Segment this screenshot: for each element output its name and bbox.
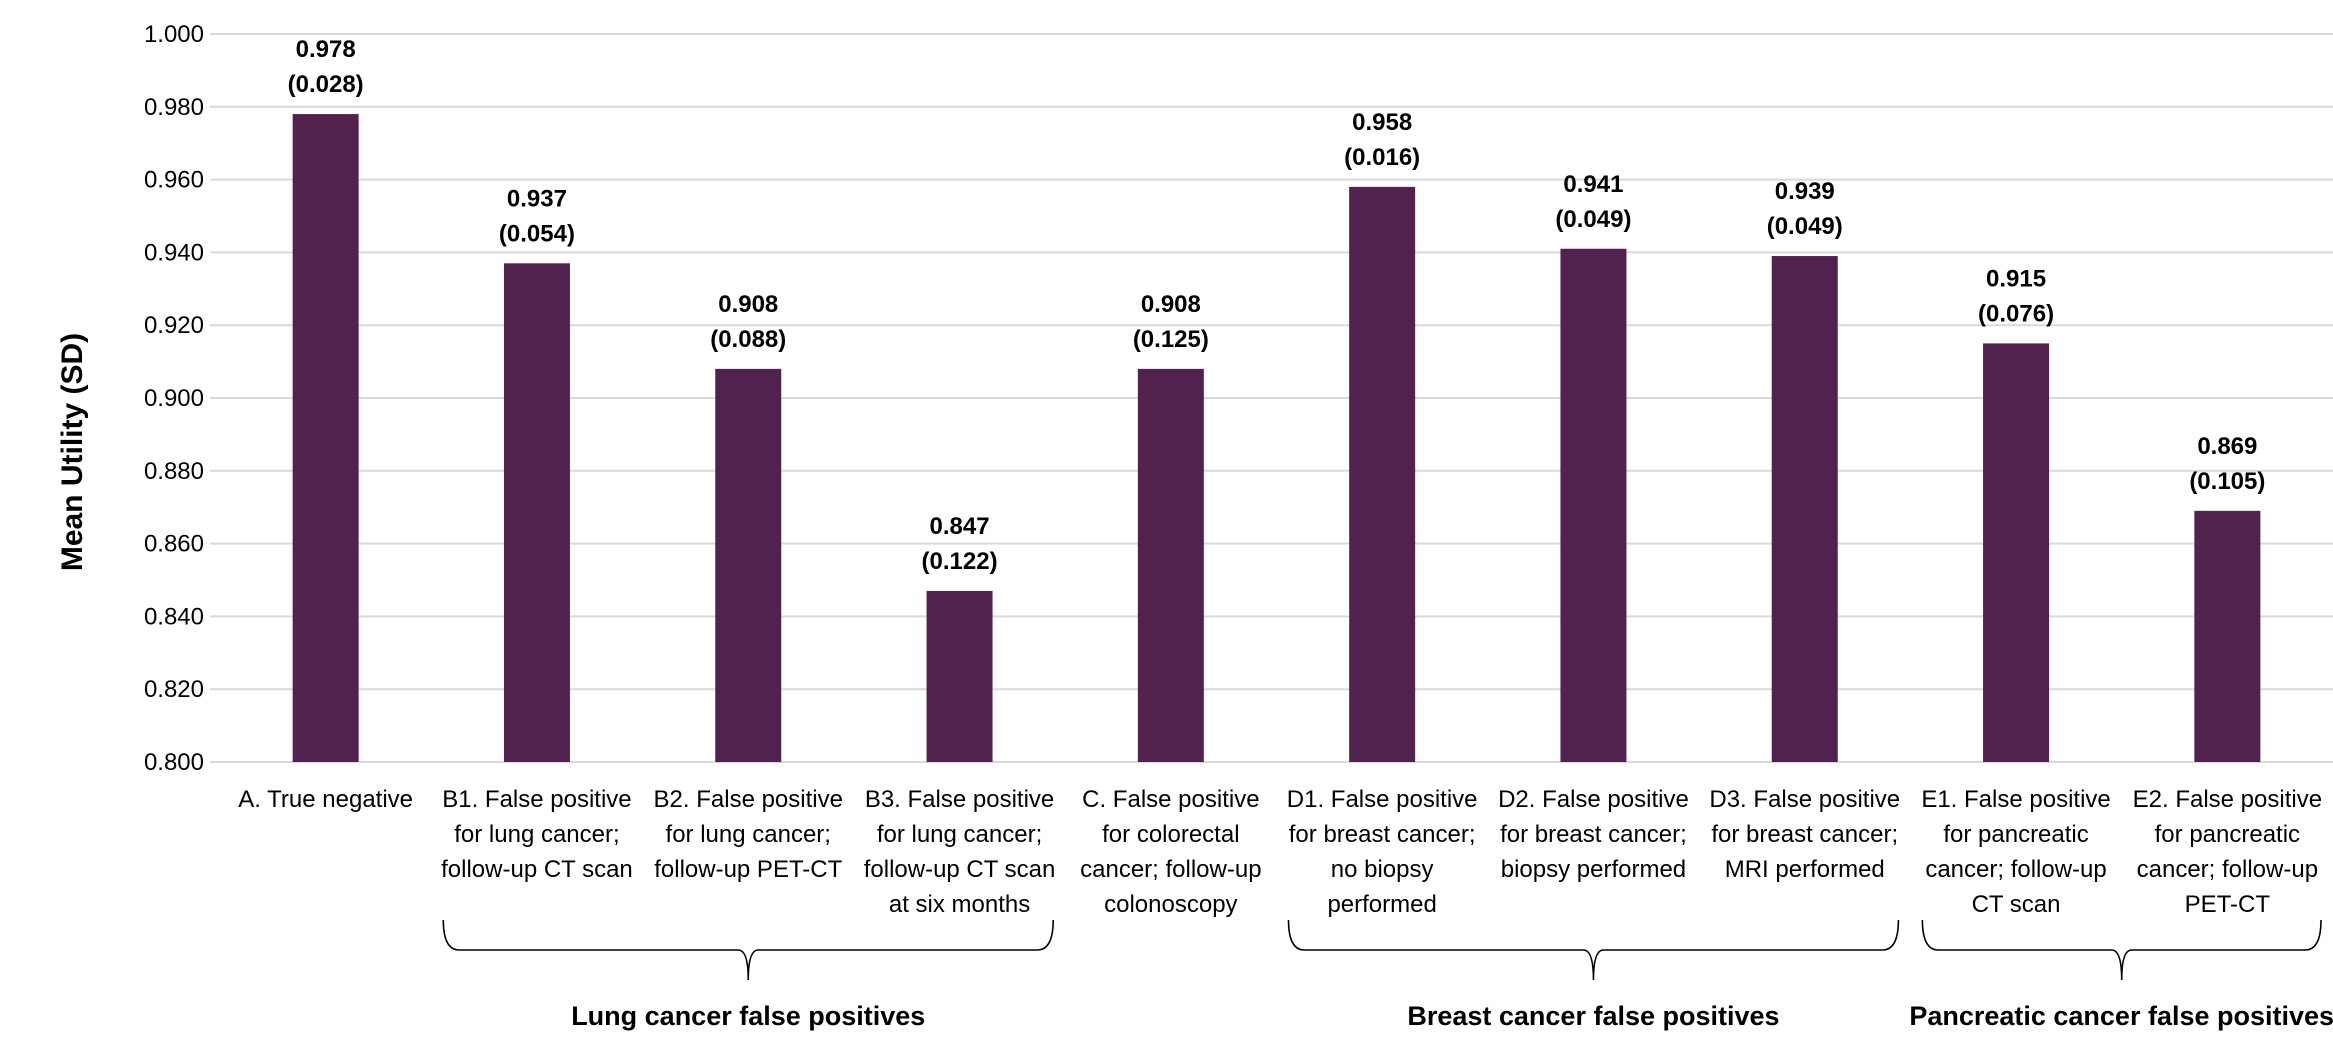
data-label-sd: (0.076) bbox=[1978, 300, 2054, 327]
category-label: E2. False positive bbox=[2133, 786, 2322, 813]
bar bbox=[292, 114, 359, 762]
data-label-value: 0.937 bbox=[507, 185, 567, 212]
category-label: for pancreatic bbox=[1943, 821, 2088, 848]
category-labels: A. True negative B1. False positive for lu… bbox=[238, 786, 2322, 918]
category-label: A. True negative bbox=[238, 786, 413, 813]
data-label-sd: (0.028) bbox=[288, 71, 364, 98]
category-label: for pancreatic bbox=[2155, 821, 2300, 848]
category-label: cancer; follow-up bbox=[2137, 856, 2318, 883]
category-label: for breast cancer; bbox=[1711, 821, 1898, 848]
y-axis-ticks: 0.800 0.820 0.840 0.860 0.880 0.900 0.920 0.940… bbox=[144, 21, 204, 776]
bar bbox=[1137, 368, 1204, 762]
category-label: D1. False positive bbox=[1287, 786, 1478, 813]
category-label: D3. False positive bbox=[1709, 786, 1900, 813]
category-label: D2. False positive bbox=[1498, 786, 1689, 813]
data-label-value: 0.915 bbox=[1986, 265, 2046, 292]
category-label: B2. False positive bbox=[654, 786, 843, 813]
data-label-sd: (0.054) bbox=[499, 220, 575, 247]
category-label: for lung cancer; bbox=[666, 821, 831, 848]
data-label-value: 0.908 bbox=[718, 291, 778, 318]
group-brace bbox=[1287, 919, 1900, 981]
category-label: colonoscopy bbox=[1104, 891, 1237, 918]
group-label: Breast cancer false positives bbox=[1407, 1001, 1779, 1031]
category-label: for breast cancer; bbox=[1500, 821, 1687, 848]
y-tick-label: 0.940 bbox=[144, 239, 204, 266]
category-label: for breast cancer; bbox=[1289, 821, 1476, 848]
data-label-value: 0.978 bbox=[296, 36, 356, 63]
y-tick-label: 0.980 bbox=[144, 94, 204, 121]
category-label: performed bbox=[1327, 891, 1436, 918]
category-label: CT scan bbox=[1972, 891, 2061, 918]
group-brace bbox=[1921, 919, 2322, 981]
data-label-value: 0.958 bbox=[1352, 109, 1412, 136]
category-label: at six months bbox=[889, 891, 1030, 918]
category-label: B3. False positive bbox=[865, 786, 1054, 813]
group-brace bbox=[442, 919, 1054, 981]
data-labels: 0.978 (0.028) 0.937 (0.054) 0.908 (0.088) 0.84… bbox=[288, 36, 2266, 575]
category-label: cancer; follow-up bbox=[1080, 856, 1261, 883]
data-label-sd: (0.049) bbox=[1555, 206, 1631, 233]
y-tick-label: 0.920 bbox=[144, 312, 204, 339]
bar bbox=[715, 368, 782, 762]
category-label: E1. False positive bbox=[1921, 786, 2110, 813]
data-label-sd: (0.049) bbox=[1767, 213, 1843, 240]
bar bbox=[1983, 343, 2050, 762]
bar bbox=[1771, 256, 1838, 762]
data-label-value: 0.847 bbox=[930, 513, 990, 540]
category-label: follow-up PET-CT bbox=[654, 856, 842, 883]
data-label-sd: (0.016) bbox=[1344, 144, 1420, 171]
data-label-sd: (0.125) bbox=[1133, 326, 1209, 353]
data-label-sd: (0.088) bbox=[710, 326, 786, 353]
bar bbox=[1560, 248, 1627, 762]
bar bbox=[1349, 186, 1416, 762]
bar bbox=[503, 263, 570, 762]
category-label: for colorectal bbox=[1102, 821, 1239, 848]
y-axis-label: Mean Utility (SD) bbox=[56, 333, 89, 571]
y-tick-label: 0.860 bbox=[144, 531, 204, 558]
data-label-value: 0.869 bbox=[2197, 433, 2257, 460]
group-label: Lung cancer false positives bbox=[571, 1001, 925, 1031]
data-label-sd: (0.105) bbox=[2189, 468, 2265, 495]
category-label: C. False positive bbox=[1082, 786, 1259, 813]
data-label-value: 0.939 bbox=[1775, 178, 1835, 205]
data-label-sd: (0.122) bbox=[922, 548, 998, 575]
bar bbox=[2194, 510, 2261, 762]
category-label: B1. False positive bbox=[442, 786, 631, 813]
category-label: follow-up CT scan bbox=[441, 856, 633, 883]
category-label: MRI performed bbox=[1725, 856, 1885, 883]
y-tick-label: 0.820 bbox=[144, 676, 204, 703]
category-label: for lung cancer; bbox=[877, 821, 1042, 848]
y-tick-label: 0.840 bbox=[144, 603, 204, 630]
y-tick-label: 0.960 bbox=[144, 167, 204, 194]
category-label: follow-up CT scan bbox=[864, 856, 1056, 883]
category-label: for lung cancer; bbox=[454, 821, 619, 848]
data-label-value: 0.941 bbox=[1563, 171, 1623, 198]
group-brackets: Lung cancer false positives Breast cancer… bbox=[442, 919, 2333, 1031]
data-label-value: 0.908 bbox=[1141, 291, 1201, 318]
category-label: PET-CT bbox=[2185, 891, 2271, 918]
bar bbox=[926, 590, 993, 762]
y-tick-label: 1.000 bbox=[144, 21, 204, 48]
y-tick-label: 0.800 bbox=[144, 749, 204, 776]
group-label: Pancreatic cancer false positives bbox=[1909, 1001, 2333, 1031]
category-label: no biopsy bbox=[1331, 856, 1434, 883]
category-label: cancer; follow-up bbox=[1925, 856, 2106, 883]
y-tick-label: 0.900 bbox=[144, 385, 204, 412]
y-tick-label: 0.880 bbox=[144, 458, 204, 485]
bars bbox=[292, 114, 2261, 762]
category-label: biopsy performed bbox=[1501, 856, 1686, 883]
